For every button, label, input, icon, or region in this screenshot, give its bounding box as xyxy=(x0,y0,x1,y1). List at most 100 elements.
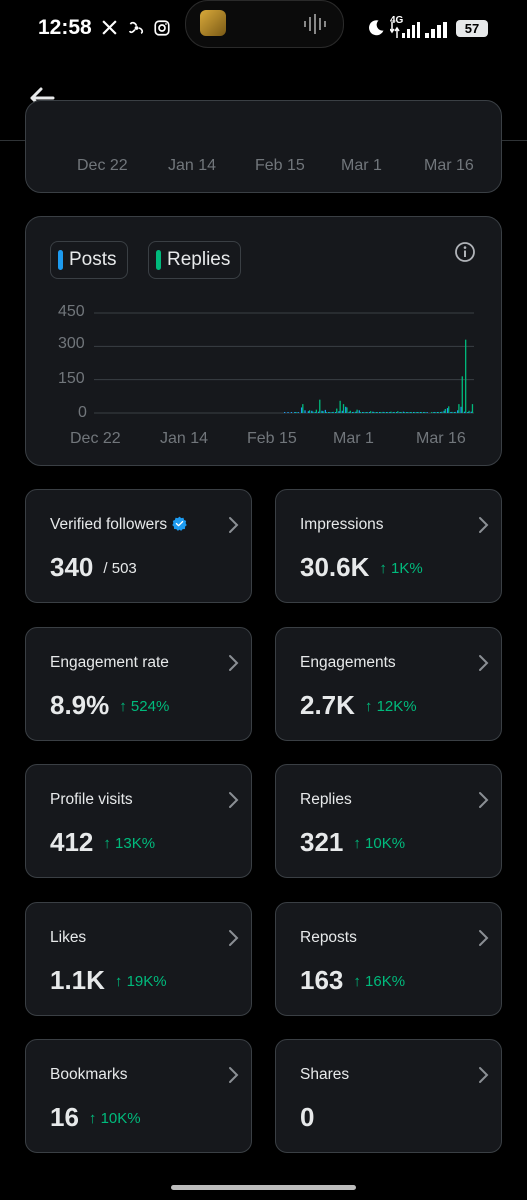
bar-replies xyxy=(295,412,297,413)
metric-value-row: 1.1K ↑ 19K% xyxy=(50,965,167,996)
chevron-right-icon xyxy=(479,1067,489,1083)
bar-posts xyxy=(385,412,388,413)
bar-posts xyxy=(372,411,374,413)
bar-replies xyxy=(437,412,440,413)
metric-value: 8.9% xyxy=(50,690,110,720)
metric-value: 0 xyxy=(300,1102,315,1132)
bar-replies xyxy=(356,409,358,413)
metric-card[interactable]: Verified followers 340 / 503 xyxy=(25,489,252,603)
bar-posts xyxy=(334,412,337,413)
bar-replies xyxy=(315,409,318,413)
metric-total: / 503 xyxy=(103,560,137,577)
bar-replies xyxy=(444,409,446,413)
metric-label-text: Replies xyxy=(300,791,352,808)
metric-change: ↑ 1K% xyxy=(379,560,423,577)
activity-chart-card: Posts Replies 450 300 150 0 Dec 22 Jan 1… xyxy=(25,216,502,466)
metric-label-text: Bookmarks xyxy=(50,1066,128,1083)
do-not-disturb-moon-icon xyxy=(369,20,384,36)
verified-badge-icon xyxy=(172,516,187,531)
bar-posts xyxy=(328,412,330,413)
bar-posts xyxy=(382,411,384,413)
metric-change: ↑ 19K% xyxy=(114,973,167,990)
bar-replies xyxy=(339,400,341,413)
bar-posts xyxy=(297,412,299,413)
bar-replies xyxy=(336,408,338,413)
bar-posts xyxy=(375,412,377,413)
metric-card[interactable]: Bookmarks 16 ↑ 10K% xyxy=(25,1039,252,1153)
bar-replies xyxy=(373,412,375,413)
bar-replies xyxy=(420,412,423,413)
x-logo-icon xyxy=(102,20,117,35)
bar-replies xyxy=(322,411,324,413)
metric-card[interactable]: Reposts 163 ↑ 16K% xyxy=(275,902,502,1016)
bar-posts xyxy=(324,409,327,413)
metric-change: ↑ 13K% xyxy=(103,835,156,852)
network-type: 4G xyxy=(390,15,404,26)
bar-replies xyxy=(403,412,406,413)
metric-card[interactable]: Shares 0 xyxy=(275,1039,502,1153)
app-thumbnail-icon xyxy=(200,10,226,36)
metric-value-row: 8.9% ↑ 524% xyxy=(50,690,169,721)
bar-replies xyxy=(400,412,402,413)
metric-label: Bookmarks xyxy=(50,1066,128,1084)
metric-card[interactable]: Replies 321 ↑ 10K% xyxy=(275,764,502,878)
bar-replies xyxy=(312,411,314,413)
bar-posts xyxy=(443,410,445,413)
info-icon[interactable] xyxy=(454,241,476,263)
bar-posts xyxy=(409,412,411,413)
metric-value: 30.6K xyxy=(300,552,370,582)
metric-value-row: 16 ↑ 10K% xyxy=(50,1102,141,1133)
signal-strength-icon xyxy=(390,22,420,38)
bar-replies xyxy=(349,410,351,413)
bar-posts xyxy=(467,412,469,413)
metric-card[interactable]: Likes 1.1K ↑ 19K% xyxy=(25,902,252,1016)
metric-value: 340 xyxy=(50,552,94,582)
metric-card[interactable]: Engagements 2.7K ↑ 12K% xyxy=(275,627,502,741)
bar-replies xyxy=(363,412,365,413)
metric-card[interactable]: Engagement rate 8.9% ↑ 524% xyxy=(25,627,252,741)
x-tick: Dec 22 xyxy=(77,157,128,174)
bar-posts xyxy=(436,412,438,413)
metric-change: ↑ 16K% xyxy=(353,973,406,990)
chevron-right-icon xyxy=(229,655,239,671)
legend-chip-replies[interactable]: Replies xyxy=(148,241,242,279)
bar-replies xyxy=(424,412,426,413)
metric-label-text: Engagement rate xyxy=(50,654,169,671)
metric-card[interactable]: Impressions 30.6K ↑ 1K% xyxy=(275,489,502,603)
bar-posts xyxy=(423,412,425,413)
y-tick: 150 xyxy=(58,370,85,387)
bar-posts xyxy=(453,412,455,413)
bar-replies xyxy=(458,404,460,413)
bar-replies xyxy=(451,411,453,413)
bar-posts xyxy=(351,412,354,413)
metric-label: Engagement rate xyxy=(50,654,169,672)
bar-posts xyxy=(287,412,289,413)
metric-label: Shares xyxy=(300,1066,349,1084)
dynamic-island xyxy=(185,0,344,48)
bar-replies xyxy=(448,406,450,413)
bar-posts xyxy=(294,412,296,413)
metric-value: 16 xyxy=(50,1102,79,1132)
bar-replies xyxy=(383,412,385,413)
bar-posts xyxy=(290,412,293,413)
metric-value: 2.7K xyxy=(300,690,355,720)
bar-posts xyxy=(365,412,367,413)
metric-value: 321 xyxy=(300,827,344,857)
bar-posts xyxy=(402,411,405,413)
metric-label: Replies xyxy=(300,791,352,809)
bar-replies xyxy=(332,411,334,413)
x-tick: Mar 16 xyxy=(416,430,466,447)
bar-replies xyxy=(441,411,443,413)
metric-value-row: 321 ↑ 10K% xyxy=(300,827,405,858)
audio-wave-icon xyxy=(304,14,326,34)
bar-posts xyxy=(446,408,449,413)
bar-posts xyxy=(419,412,422,413)
chevron-right-icon xyxy=(479,930,489,946)
home-indicator[interactable] xyxy=(171,1185,356,1190)
bar-replies xyxy=(431,412,433,413)
bar-replies xyxy=(407,412,409,413)
bar-replies xyxy=(325,412,328,413)
legend-chip-posts[interactable]: Posts xyxy=(50,241,128,279)
metric-card[interactable]: Profile visits 412 ↑ 13K% xyxy=(25,764,252,878)
chevron-right-icon xyxy=(229,792,239,808)
